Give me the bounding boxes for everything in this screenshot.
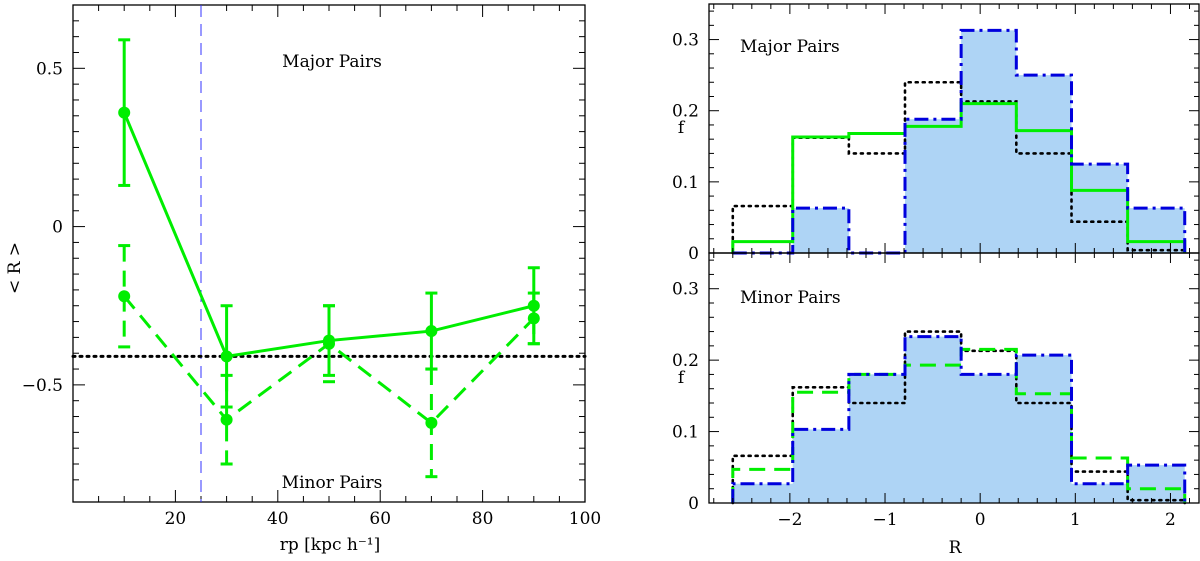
hist-fill-bottom bbox=[732, 336, 1185, 503]
hist-step-filled-bottom bbox=[731, 335, 1187, 503]
right-top-y-axis-label: f bbox=[678, 118, 686, 138]
left-y-axis-label: < R > bbox=[5, 242, 25, 294]
hist-x-tick-label: 2 bbox=[1165, 510, 1176, 530]
hist-y-tick-label: 0.3 bbox=[672, 280, 699, 300]
hist-y-tick-label: 0.1 bbox=[672, 173, 699, 193]
right-panels: 0 0.1 0.2 0.3 −2 −1 0 1 2 0 0.1 0.2 0.3 Major Pairs… bbox=[672, 3, 1200, 558]
hist-y-tick-label: 0.1 bbox=[672, 423, 699, 443]
hist-y-tick-label: 0.2 bbox=[672, 351, 699, 371]
hist-x-tick-label: 0 bbox=[975, 510, 986, 530]
data-point-minor bbox=[323, 337, 335, 350]
data-point-minor bbox=[527, 312, 540, 325]
right-x-axis-label: R bbox=[949, 538, 963, 558]
hist-y-tick-label: 0 bbox=[688, 494, 699, 514]
data-point-minor bbox=[425, 416, 438, 429]
hist-y-tick-label: 0.2 bbox=[672, 102, 699, 122]
right-bottom-y-axis-label: f bbox=[678, 368, 686, 388]
annotation-major-pairs: Major Pairs bbox=[282, 52, 382, 72]
hist-fill-top bbox=[732, 30, 1185, 253]
left-x-tick-label: 60 bbox=[369, 509, 391, 529]
hist-x-tick-label: 1 bbox=[1070, 510, 1081, 530]
annotation-minor-pairs: Minor Pairs bbox=[282, 473, 383, 493]
left-panel: 20 40 60 80 100 0.5 0 −0.5 Major Pairs Minor Pa… bbox=[5, 4, 601, 555]
left-y-tick-label: 0.5 bbox=[36, 59, 63, 79]
data-point-minor bbox=[118, 290, 131, 303]
left-x-tick-label: 40 bbox=[267, 509, 289, 529]
left-x-tick-label: 80 bbox=[472, 509, 494, 529]
left-x-tick-label: 100 bbox=[569, 509, 601, 529]
hist-step-filled-top bbox=[732, 28, 1187, 255]
hist-y-tick-label: 0 bbox=[688, 244, 699, 264]
data-point-major bbox=[220, 350, 233, 363]
left-y-tick-label: 0 bbox=[52, 218, 63, 238]
annotation-hist-major-pairs: Major Pairs bbox=[740, 37, 840, 57]
hist-step-green-bottom bbox=[731, 347, 1187, 503]
data-point-major bbox=[425, 325, 438, 338]
left-x-axis-label: rp [kpc h⁻¹] bbox=[280, 535, 381, 555]
hist-x-tick-label: −2 bbox=[777, 510, 802, 530]
hist-frame-bottom bbox=[708, 252, 1200, 504]
annotation-hist-minor-pairs: Minor Pairs bbox=[740, 288, 841, 308]
hist-x-tick-label: −1 bbox=[872, 510, 897, 530]
left-plot-frame bbox=[72, 4, 586, 503]
data-point-major bbox=[118, 106, 131, 119]
data-point-minor bbox=[220, 413, 233, 426]
left-y-tick-label: −0.5 bbox=[22, 376, 63, 396]
hist-y-tick-label: 0.3 bbox=[672, 31, 699, 51]
left-x-tick-label: 20 bbox=[165, 509, 187, 529]
